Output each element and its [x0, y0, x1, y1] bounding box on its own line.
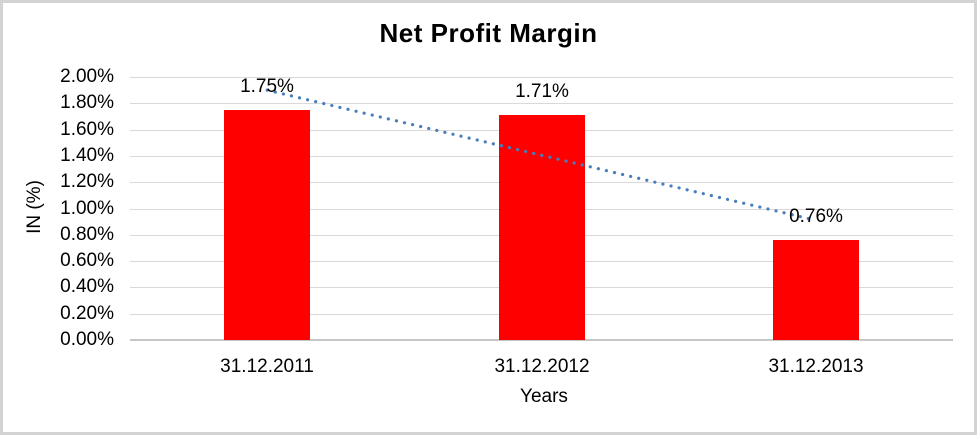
chart-title: Net Profit Margin [379, 18, 598, 48]
y-tick-label: 0.00% [60, 329, 114, 350]
x-category-label: 31.12.2012 [494, 356, 590, 377]
y-tick-label: 0.40% [60, 276, 114, 297]
data-label: 1.71% [515, 81, 569, 102]
y-tick-label: 1.60% [60, 119, 114, 140]
y-tick-label: 1.80% [60, 92, 114, 113]
x-category-label: 31.12.2011 [220, 356, 314, 377]
y-axis-label: IN (%) [24, 180, 45, 234]
data-label: 0.76% [789, 206, 843, 227]
x-axis-line [130, 339, 953, 341]
y-tick-label: 2.00% [60, 66, 114, 87]
gridline [130, 77, 953, 78]
x-axis-label: Years [520, 386, 568, 407]
y-tick-label: 0.80% [60, 224, 114, 245]
y-tick-label: 1.00% [60, 198, 114, 219]
bar-31.12.2013 [773, 240, 859, 340]
x-category-label: 31.12.2013 [768, 356, 864, 377]
y-tick-label: 0.20% [60, 303, 114, 324]
y-tick-label: 1.40% [60, 145, 114, 166]
data-label: 1.75% [240, 76, 294, 97]
y-tick-label: 0.60% [60, 250, 114, 271]
y-tick-label: 1.20% [60, 171, 114, 192]
